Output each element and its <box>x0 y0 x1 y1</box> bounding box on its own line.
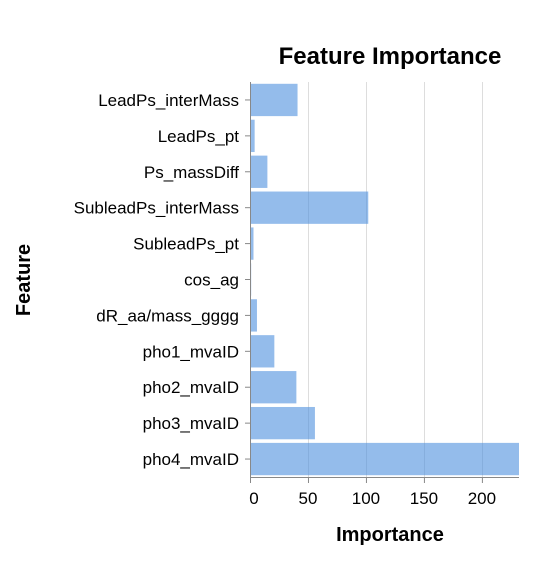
y-tick-label-8: pho2_mvaID <box>143 378 239 397</box>
bar-pho2-mvaid <box>250 371 297 404</box>
bar-subleadps-intermass <box>250 191 369 224</box>
bar-pho4-mvaid <box>250 442 519 476</box>
y-tick-label-5: cos_ag <box>184 271 239 290</box>
bar-leadps-pt <box>250 119 255 153</box>
x-tick-label-0: 0 <box>249 489 258 508</box>
y-axis-title: Feature <box>13 244 35 316</box>
y-tick-label-6: dR_aa/mass_gggg <box>96 306 239 325</box>
y-tick-label-9: pho3_mvaID <box>143 414 239 433</box>
y-tick-label-3: SubleadPs_interMass <box>74 199 239 218</box>
y-tick-label-4: SubleadPs_pt <box>133 235 239 254</box>
y-tick-label-7: pho1_mvaID <box>143 342 239 361</box>
y-tick-label-0: LeadPs_interMass <box>98 91 239 110</box>
bar-ps-massdiff <box>250 155 268 188</box>
bar-pho1-mvaid <box>250 335 275 368</box>
bar-leadps-intermass <box>250 83 298 117</box>
chart-title: Feature Importance <box>279 43 502 70</box>
x-tick-label-2: 100 <box>352 489 380 508</box>
axis-layer: LeadPs_interMass LeadPs_pt Ps_massDiff Subl… <box>74 82 519 508</box>
bar-pho3-mvaid <box>250 406 315 440</box>
x-tick-label-1: 50 <box>299 489 318 508</box>
bar-subleadps-pt <box>250 227 254 260</box>
x-tick-label-3: 150 <box>410 489 438 508</box>
grid-layer <box>308 82 483 477</box>
bar-dr-aa-mass-gggg <box>250 299 257 332</box>
bar-layer <box>250 83 519 476</box>
x-axis-title: Importance <box>336 524 444 546</box>
y-tick-label-1: LeadPs_pt <box>158 127 240 146</box>
x-tick-label-4: 200 <box>468 489 496 508</box>
y-tick-label-10: pho4_mvaID <box>143 450 239 469</box>
y-tick-label-2: Ps_massDiff <box>144 163 239 182</box>
